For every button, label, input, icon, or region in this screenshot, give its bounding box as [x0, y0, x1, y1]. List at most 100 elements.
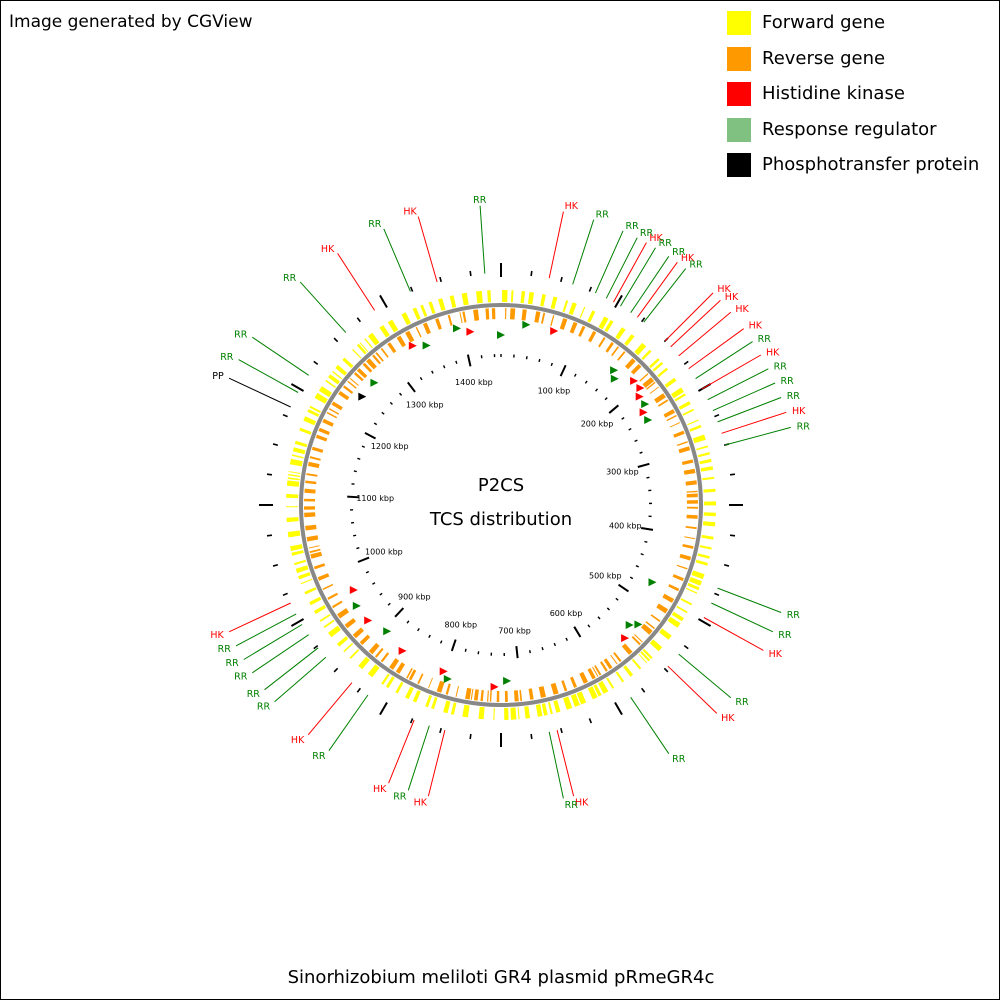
rr-leader-line [252, 635, 308, 673]
scale-tick [585, 381, 587, 383]
rr-marker [644, 416, 652, 424]
rr-label: RR [781, 376, 795, 387]
hk-leader-line [418, 217, 437, 282]
scale-label: 700 kbp [498, 626, 531, 635]
forward-gene-block [293, 447, 306, 454]
reverse-gene-block [389, 658, 399, 670]
forward-gene-block [296, 565, 309, 573]
forward-gene-block [693, 435, 706, 444]
rr-marker [626, 621, 634, 629]
reverse-gene-block [473, 309, 479, 321]
hk-leader-line [428, 730, 445, 796]
forward-gene-block [290, 544, 303, 551]
forward-gene-block [337, 636, 348, 647]
outer-tick [615, 702, 622, 714]
forward-gene-block [401, 312, 411, 325]
outer-tick [380, 702, 387, 714]
reverse-gene-block [598, 337, 606, 347]
scale-tick [382, 412, 384, 414]
scale-tick [400, 393, 402, 395]
scale-tick [380, 593, 382, 595]
scale-tick [395, 608, 403, 617]
scale-tick [575, 374, 576, 377]
outer-tick [283, 415, 288, 417]
forward-gene-block [431, 697, 438, 709]
hk-label: HK [414, 797, 428, 808]
reverse-gene-block [448, 315, 453, 326]
outer-tick [357, 688, 360, 692]
rr-leader-line [275, 657, 326, 702]
reverse-gene-block [316, 435, 328, 442]
scale-tick [374, 423, 377, 425]
forward-gene-block [462, 293, 469, 306]
forward-gene-block [518, 707, 520, 719]
forward-gene-block [587, 310, 595, 322]
reverse-gene-block [539, 686, 546, 698]
reverse-gene-block [670, 422, 680, 427]
reverse-gene-block [322, 419, 334, 427]
reverse-gene-block [687, 491, 698, 493]
forward-gene-block [288, 474, 300, 477]
reverse-gene-block [594, 665, 601, 675]
outer-tick [267, 474, 272, 475]
forward-gene-block [413, 308, 421, 321]
forward-gene-block [368, 664, 380, 677]
forward-gene-block [504, 708, 509, 720]
rr-label: RR [565, 800, 579, 811]
reverse-gene-block [561, 680, 567, 691]
outer-tick [334, 668, 338, 672]
hk-label: HK [403, 206, 417, 217]
scale-tick [432, 371, 433, 374]
hk-leader-line [671, 300, 721, 346]
forward-gene-block [420, 305, 427, 317]
hk-marker [399, 647, 407, 655]
forward-gene-block [304, 587, 316, 594]
reverse-gene-block [682, 544, 693, 549]
reverse-gene-block [519, 690, 522, 701]
forward-gene-block [292, 454, 304, 458]
reverse-gene-block [435, 318, 442, 330]
reverse-gene-block [314, 563, 325, 569]
hk-label: HK [321, 244, 335, 255]
forward-gene-block [286, 494, 298, 498]
hk-leader-line [668, 666, 717, 713]
forward-gene-block [299, 428, 311, 435]
forward-gene-block [551, 297, 558, 310]
forward-gene-block [358, 657, 370, 669]
scale-tick [551, 363, 552, 366]
forward-gene-block [540, 294, 546, 307]
forward-gene-block [287, 480, 299, 486]
rr-label: RR [787, 610, 801, 621]
scale-tick [539, 359, 540, 362]
scale-label: 200 kbp [581, 419, 614, 428]
scale-tick [408, 382, 415, 392]
rr-marker [503, 677, 511, 685]
reverse-gene-block [437, 681, 445, 693]
reverse-gene-block [480, 690, 483, 701]
hk-leader-line [722, 412, 787, 433]
forward-gene-block [405, 687, 414, 699]
forward-gene-block [290, 459, 303, 467]
reverse-gene-block [462, 311, 466, 322]
scale-tick [354, 471, 357, 472]
forward-gene-block [450, 295, 457, 308]
hk-label: HK [792, 406, 806, 417]
forward-gene-block [536, 704, 543, 717]
scale-tick [365, 433, 376, 439]
reverse-gene-block [639, 373, 648, 381]
forward-gene-block [702, 477, 714, 481]
reverse-gene-block [651, 614, 661, 622]
scale-tick [468, 355, 471, 367]
rr-label: RR [596, 210, 610, 221]
forward-gene-block [553, 700, 560, 713]
reverse-gene-block [560, 318, 568, 330]
reverse-gene-block [514, 690, 519, 701]
scale-tick [356, 548, 359, 549]
reverse-gene-block [306, 473, 317, 477]
rr-label: RR [225, 658, 239, 669]
reverse-gene-block [304, 489, 315, 494]
scale-tick [390, 402, 392, 404]
forward-gene-block [528, 292, 534, 305]
rr-marker [522, 321, 530, 329]
